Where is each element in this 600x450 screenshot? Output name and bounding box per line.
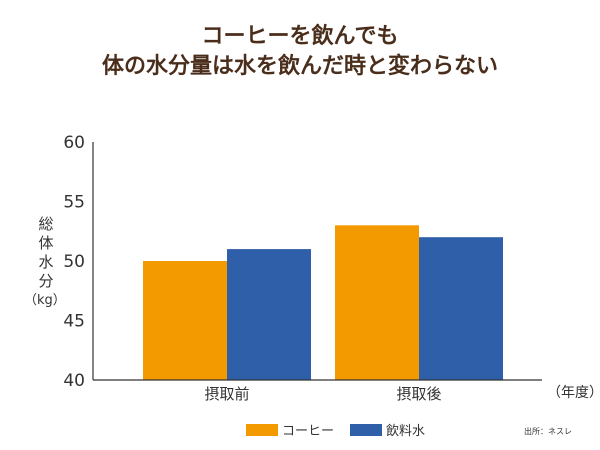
y-axis-ticks: 40 45 50 55 60	[63, 133, 85, 391]
bar-series1-cat2	[335, 225, 419, 380]
y-tick-label-60: 60	[63, 133, 85, 153]
x-category-label-2: 摂取後	[396, 385, 441, 403]
bar-series1-cat1	[143, 261, 227, 380]
y-axis-label-char-4: 分	[38, 272, 54, 290]
bar-series2-cat1	[227, 249, 311, 380]
x-category-label-1: 摂取前	[204, 385, 249, 403]
legend-item-coffee: コーヒー	[246, 420, 334, 439]
chart-title-line-1: コーヒーを飲んでも	[201, 24, 399, 49]
bar-series2-cat2	[419, 237, 503, 380]
y-tick-label-40: 40	[63, 371, 85, 391]
x-axis-categories: 摂取前 摂取後	[204, 385, 441, 403]
legend: コーヒー 飲料水	[246, 420, 441, 439]
y-axis-label-char-1: 総	[38, 215, 54, 233]
y-axis-label-char-3: 水	[38, 253, 54, 271]
bars	[143, 225, 503, 380]
y-tick-label-45: 45	[63, 312, 85, 332]
y-axis-unit: （kg）	[24, 293, 66, 308]
y-axis-label: 総 体 水 分 （kg）	[24, 215, 66, 310]
y-tick-label-55: 55	[63, 193, 85, 213]
legend-label-coffee: コーヒー	[282, 424, 335, 439]
chart-title: コーヒーを飲んでも 体の水分量は水を飲んだ時と変わらない	[0, 22, 600, 82]
chart-title-line-2: 体の水分量は水を飲んだ時と変わらない	[101, 54, 498, 79]
y-axis-label-char-2: 体	[38, 234, 54, 252]
source-note: 出所：ネスレ	[524, 427, 572, 436]
y-tick-label-50: 50	[63, 252, 85, 272]
legend-label-water: 飲料水	[386, 424, 426, 439]
legend-swatch-water	[350, 423, 383, 436]
x-axis-unit: （年度）	[547, 385, 600, 401]
legend-item-water: 飲料水	[350, 420, 425, 439]
legend-swatch-coffee	[246, 423, 278, 436]
